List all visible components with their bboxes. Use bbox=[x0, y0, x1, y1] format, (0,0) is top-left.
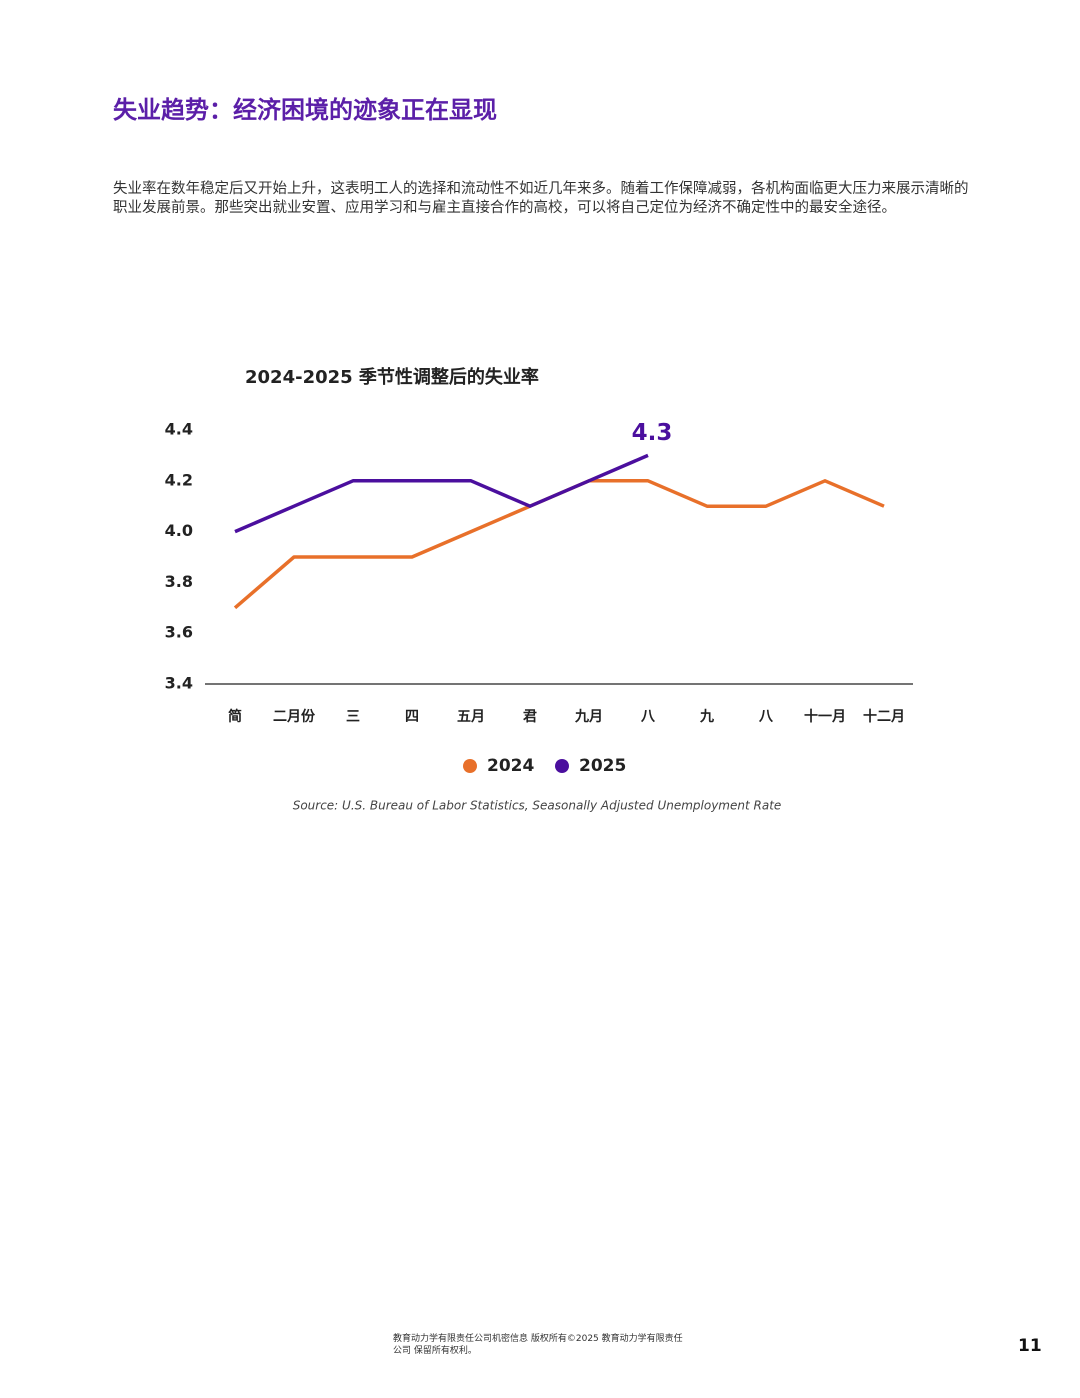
x-tick-label: 九 bbox=[699, 709, 714, 725]
y-tick-label: 4.4 bbox=[165, 420, 193, 439]
x-tick-label: 君 bbox=[522, 709, 537, 725]
x-tick-label: 二月份 bbox=[273, 708, 316, 725]
footer-line: 公司 保留所有权利。 bbox=[393, 1346, 477, 1356]
data-label: 4.3 bbox=[632, 420, 673, 446]
chart-title: 2024-2025 季节性调整后的失业率 bbox=[245, 366, 539, 388]
y-tick-label: 3.8 bbox=[165, 572, 193, 591]
x-tick-label: 八 bbox=[640, 709, 656, 725]
page-title: 失业趋势：经济困境的迹象正在显现 bbox=[113, 96, 497, 124]
y-tick-label: 4.0 bbox=[165, 521, 193, 540]
footer: 教育动力学有限责任公司机密信息 版权所有©2025 教育动力学有限责任 公司 保… bbox=[393, 1333, 683, 1357]
x-tick-label: 简 bbox=[228, 708, 242, 725]
y-tick-label: 3.6 bbox=[165, 623, 193, 642]
x-tick-label: 三 bbox=[346, 709, 360, 725]
series-line bbox=[233, 479, 885, 610]
series-line bbox=[234, 453, 649, 534]
legend-marker bbox=[463, 759, 477, 773]
x-tick-label: 十二月 bbox=[863, 708, 905, 725]
page-number: 11 bbox=[1018, 1336, 1042, 1356]
legend-label: 2025 bbox=[579, 756, 626, 776]
x-tick-label: 八 bbox=[758, 709, 774, 725]
x-tick-label: 十一月 bbox=[804, 708, 846, 725]
x-tick-label: 九月 bbox=[574, 709, 603, 725]
chart: 2024-2025 季节性调整后的失业率 Source: U.S. Bureau… bbox=[165, 366, 913, 813]
x-tick-label: 四 bbox=[405, 709, 419, 725]
footer-line: 教育动力学有限责任公司机密信息 版权所有©2025 教育动力学有限责任 bbox=[393, 1334, 683, 1344]
source: Source: U.S. Bureau of Labor Statistics,… bbox=[293, 799, 782, 813]
legend-label: 2024 bbox=[487, 756, 534, 776]
legend-marker bbox=[555, 759, 569, 773]
y-tick-label: 4.2 bbox=[165, 470, 193, 489]
paragraph: 失业率在数年稳定后又开始上升，这表明工人的选择和流动性不如近几年来多。随着工作保… bbox=[113, 181, 969, 216]
x-tick-label: 五月 bbox=[457, 709, 485, 725]
y-tick-label: 3.4 bbox=[165, 674, 193, 693]
